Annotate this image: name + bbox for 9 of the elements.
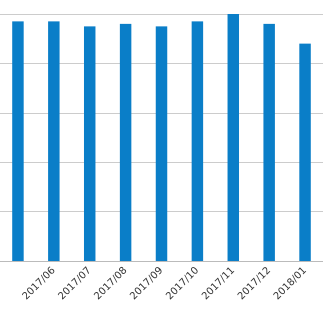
bar (263, 24, 275, 261)
bar (299, 44, 311, 261)
bar (156, 26, 168, 261)
bar (120, 24, 132, 261)
bar (48, 21, 60, 261)
bar (192, 21, 204, 261)
bar (228, 14, 240, 261)
bar (84, 26, 96, 261)
bar (12, 21, 24, 261)
